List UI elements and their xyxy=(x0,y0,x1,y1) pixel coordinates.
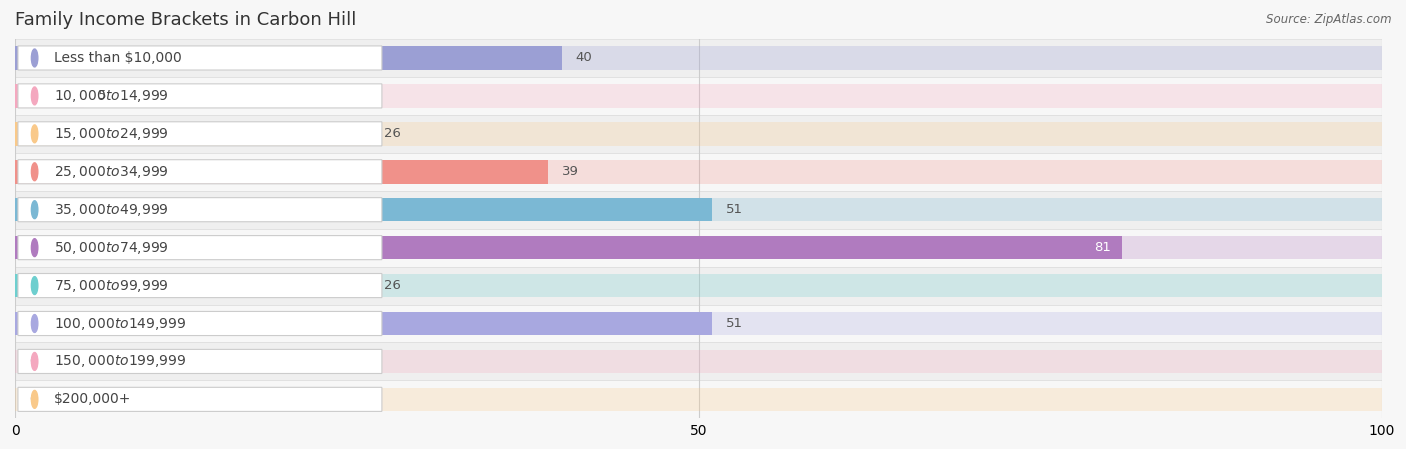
Bar xyxy=(15,84,1382,108)
Bar xyxy=(15,160,1382,184)
FancyBboxPatch shape xyxy=(18,198,382,222)
Circle shape xyxy=(31,87,38,105)
Text: $35,000 to $49,999: $35,000 to $49,999 xyxy=(53,202,169,218)
Bar xyxy=(15,46,562,70)
Bar xyxy=(15,122,371,145)
FancyBboxPatch shape xyxy=(18,387,382,411)
Text: 81: 81 xyxy=(1094,241,1111,254)
Bar xyxy=(15,39,1382,77)
Text: Less than $10,000: Less than $10,000 xyxy=(53,51,181,65)
Circle shape xyxy=(31,277,38,295)
Text: 26: 26 xyxy=(384,279,401,292)
FancyBboxPatch shape xyxy=(18,349,382,374)
Bar xyxy=(15,312,713,335)
FancyBboxPatch shape xyxy=(18,122,382,146)
Bar xyxy=(15,380,1382,418)
FancyBboxPatch shape xyxy=(18,46,382,70)
Bar xyxy=(15,198,1382,221)
Bar xyxy=(15,115,1382,153)
Bar xyxy=(15,46,1382,70)
Bar xyxy=(15,229,1382,267)
Text: $150,000 to $199,999: $150,000 to $199,999 xyxy=(53,353,186,370)
Text: $50,000 to $74,999: $50,000 to $74,999 xyxy=(53,240,169,255)
Bar xyxy=(15,267,1382,304)
FancyBboxPatch shape xyxy=(18,236,382,260)
Bar xyxy=(15,160,548,184)
Text: 0: 0 xyxy=(30,355,38,368)
Text: $15,000 to $24,999: $15,000 to $24,999 xyxy=(53,126,169,142)
FancyBboxPatch shape xyxy=(18,312,382,335)
Text: Source: ZipAtlas.com: Source: ZipAtlas.com xyxy=(1267,13,1392,26)
Bar xyxy=(15,153,1382,191)
FancyBboxPatch shape xyxy=(18,160,382,184)
Text: $25,000 to $34,999: $25,000 to $34,999 xyxy=(53,164,169,180)
Bar xyxy=(15,77,1382,115)
Circle shape xyxy=(31,201,38,219)
Bar xyxy=(15,274,1382,297)
Text: 51: 51 xyxy=(725,203,742,216)
Text: $10,000 to $14,999: $10,000 to $14,999 xyxy=(53,88,169,104)
Bar xyxy=(15,236,1382,260)
Circle shape xyxy=(31,163,38,180)
Bar xyxy=(15,236,1122,260)
Text: 51: 51 xyxy=(725,317,742,330)
Circle shape xyxy=(31,125,38,143)
Circle shape xyxy=(31,391,38,408)
Bar xyxy=(15,350,1382,373)
FancyBboxPatch shape xyxy=(18,84,382,108)
Text: 26: 26 xyxy=(384,128,401,141)
Circle shape xyxy=(31,49,38,67)
Circle shape xyxy=(31,352,38,370)
Bar xyxy=(15,312,1382,335)
Circle shape xyxy=(31,239,38,256)
Bar xyxy=(15,274,371,297)
Bar xyxy=(15,304,1382,343)
Text: $100,000 to $149,999: $100,000 to $149,999 xyxy=(53,316,186,331)
Bar xyxy=(15,387,1382,411)
Text: Family Income Brackets in Carbon Hill: Family Income Brackets in Carbon Hill xyxy=(15,11,357,29)
Bar xyxy=(15,84,84,108)
Bar xyxy=(15,191,1382,229)
Text: 39: 39 xyxy=(562,165,579,178)
FancyBboxPatch shape xyxy=(18,273,382,298)
Bar xyxy=(15,122,1382,145)
Bar xyxy=(15,343,1382,380)
Circle shape xyxy=(31,315,38,332)
Text: 0: 0 xyxy=(30,393,38,406)
Text: $200,000+: $200,000+ xyxy=(53,392,131,406)
Text: 40: 40 xyxy=(575,52,592,65)
Text: $75,000 to $99,999: $75,000 to $99,999 xyxy=(53,277,169,294)
Text: 5: 5 xyxy=(97,89,105,102)
Bar xyxy=(15,198,713,221)
